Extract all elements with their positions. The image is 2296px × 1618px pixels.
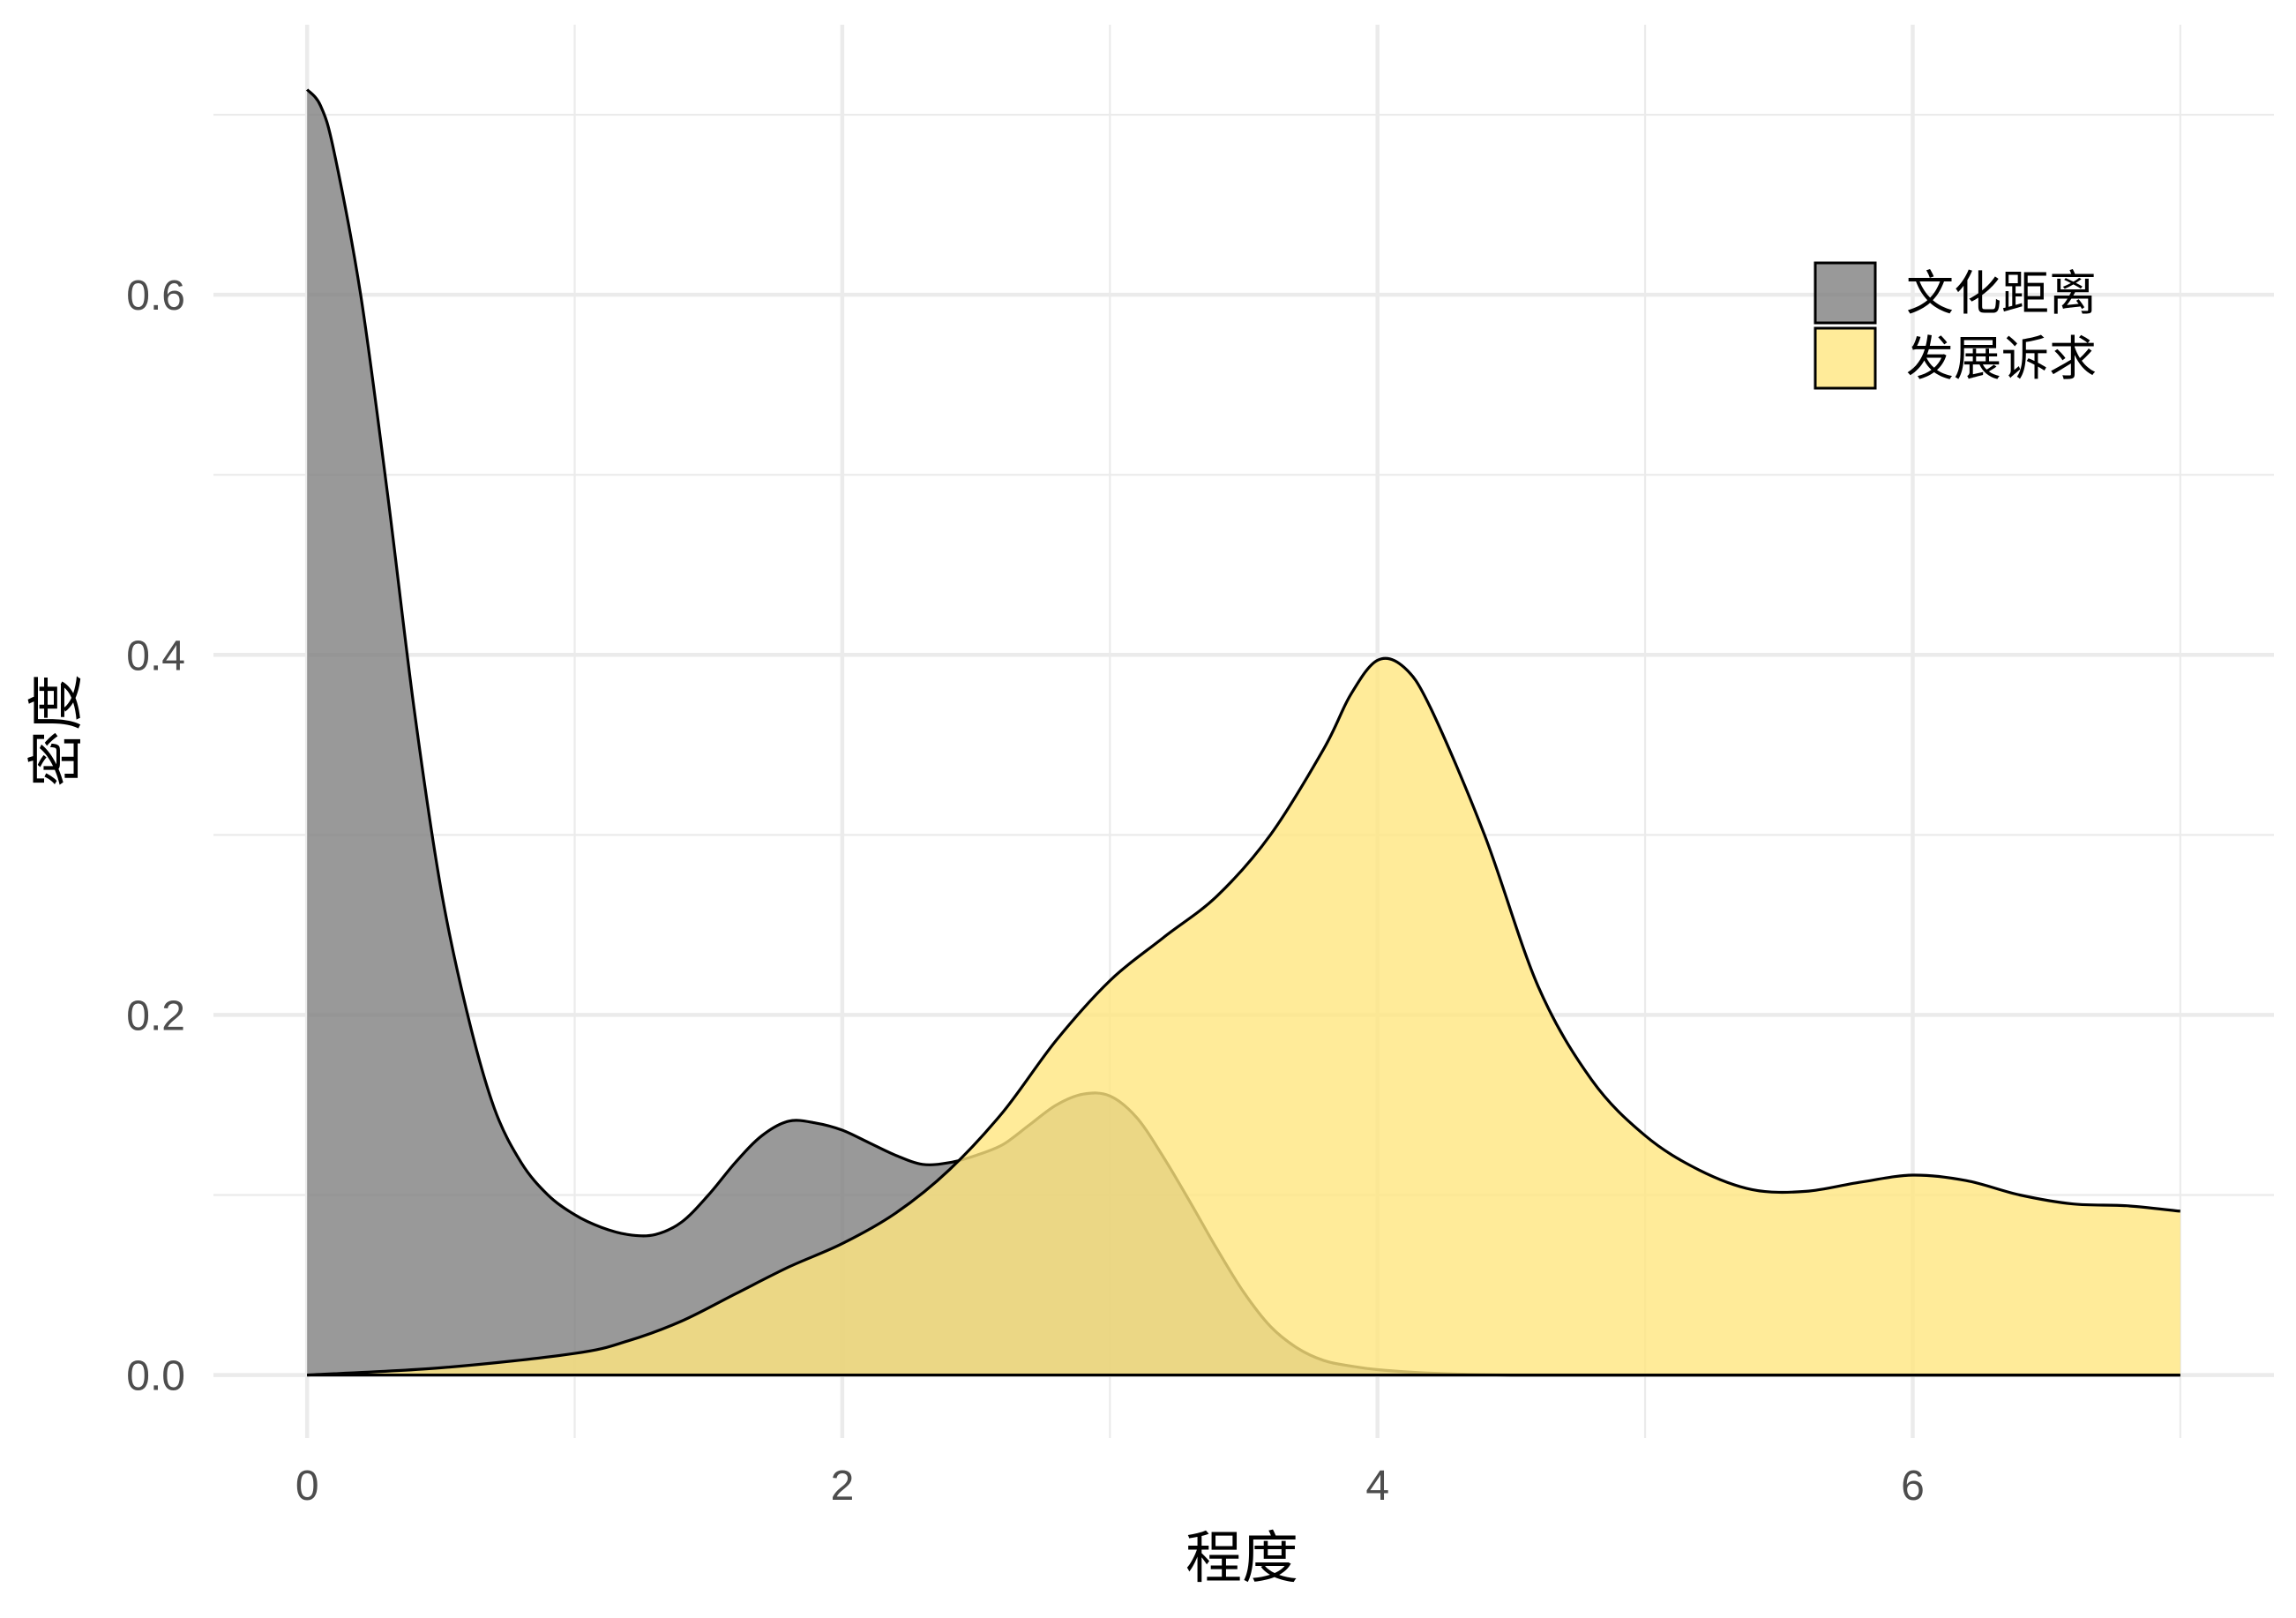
legend-label-1: 文化距离 (1906, 266, 2097, 321)
legend-key-1 (1815, 263, 1875, 323)
y-tick-label: 0.2 (126, 993, 185, 1039)
x-axis-title: 程度 (1185, 1526, 1298, 1592)
y-tick-label: 0.4 (126, 633, 185, 679)
x-tick-label: 6 (1901, 1463, 1925, 1509)
y-tick-label: 0.6 (126, 273, 185, 319)
y-axis-title: 密度 (25, 674, 90, 787)
x-tick-label: 2 (831, 1463, 855, 1509)
legend-label-2: 发展诉求 (1906, 331, 2097, 386)
legend-key-2 (1815, 328, 1875, 388)
x-tick-label: 4 (1365, 1463, 1389, 1509)
y-tick-label: 0.0 (126, 1353, 185, 1400)
x-tick-label: 0 (295, 1463, 319, 1509)
